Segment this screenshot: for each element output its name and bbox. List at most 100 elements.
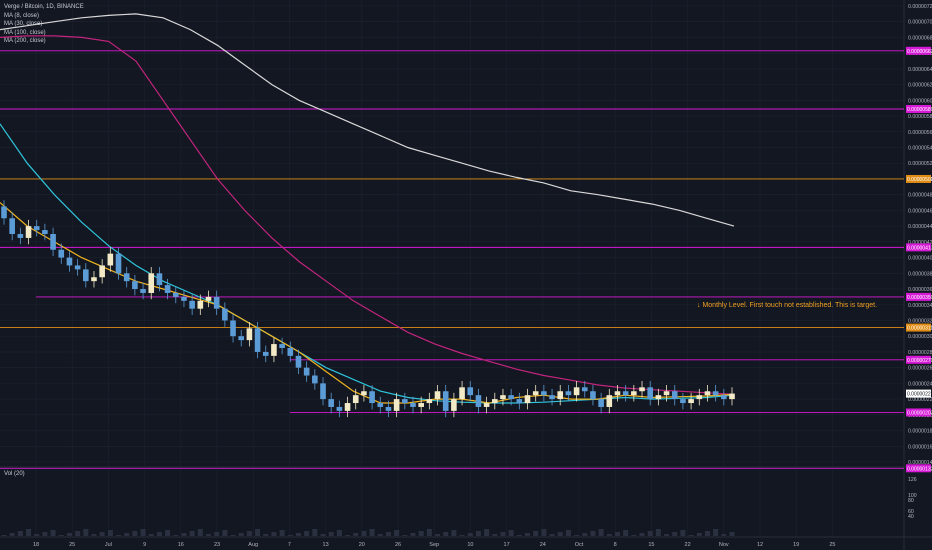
volume-bar bbox=[246, 531, 252, 536]
legend-ma8: MA (8, close) bbox=[4, 12, 40, 19]
volume-bar bbox=[557, 532, 563, 536]
volume-bar bbox=[721, 534, 727, 536]
volume-bar bbox=[598, 529, 604, 536]
volume-bar bbox=[614, 532, 620, 536]
candle bbox=[434, 391, 441, 400]
volume-bar bbox=[230, 535, 236, 536]
volume-bar bbox=[443, 532, 449, 536]
candle bbox=[99, 265, 105, 278]
candle bbox=[516, 399, 523, 404]
x-tick-label: 20 bbox=[359, 542, 365, 548]
annotation-note: ↓ Monthly Level. First touch not establi… bbox=[697, 302, 878, 309]
candle bbox=[148, 273, 155, 293]
candle bbox=[573, 387, 580, 396]
volume-bar bbox=[410, 533, 416, 536]
candle bbox=[312, 375, 318, 384]
x-tick-label: Nov bbox=[719, 542, 729, 548]
x-tick-label: 25 bbox=[69, 542, 75, 548]
level-price-tag bbox=[906, 408, 931, 417]
x-tick-label: Oct bbox=[575, 542, 584, 548]
volume-bar bbox=[66, 533, 72, 536]
volume-bar bbox=[418, 531, 424, 536]
candle bbox=[647, 387, 654, 400]
candle bbox=[9, 218, 15, 234]
volume-bar bbox=[508, 530, 514, 536]
level-price-tag bbox=[906, 243, 931, 252]
candle bbox=[361, 391, 367, 396]
volume-bar bbox=[124, 533, 130, 536]
volume-axis-label: 80 bbox=[908, 498, 914, 504]
volume-bar bbox=[565, 530, 571, 536]
level-price-label: 0.00000589 bbox=[907, 107, 932, 113]
candle bbox=[426, 399, 433, 404]
volume-bar bbox=[189, 531, 195, 536]
volume-bar bbox=[295, 533, 301, 536]
candle bbox=[246, 328, 253, 341]
volume-axis-label: 100 bbox=[908, 493, 917, 499]
level-price-tag bbox=[906, 292, 931, 301]
volume-bar bbox=[353, 533, 359, 536]
x-tick-label: 22 bbox=[685, 542, 691, 548]
volume-bar bbox=[287, 535, 293, 536]
volume-bar bbox=[205, 534, 211, 536]
candle bbox=[254, 328, 261, 352]
volume-bar bbox=[492, 534, 498, 536]
volume-bar bbox=[475, 531, 481, 536]
candle bbox=[303, 367, 310, 376]
annotation-text: Monthly Level. First touch not establish… bbox=[702, 302, 878, 309]
level-price-label: 0.00000500 bbox=[907, 177, 932, 183]
candle bbox=[271, 344, 277, 356]
volume-bar bbox=[320, 534, 326, 536]
candle bbox=[557, 391, 564, 400]
candle bbox=[66, 257, 73, 266]
volume-bar bbox=[132, 531, 138, 536]
candle bbox=[140, 289, 146, 293]
candle bbox=[483, 403, 490, 407]
candle bbox=[369, 391, 375, 404]
volume-bar bbox=[525, 533, 531, 536]
candle bbox=[42, 230, 48, 234]
candle bbox=[238, 336, 245, 341]
candle bbox=[164, 285, 171, 293]
volume-bar bbox=[140, 529, 146, 536]
candle bbox=[377, 403, 384, 407]
candle bbox=[1, 206, 7, 219]
candle bbox=[197, 300, 204, 309]
legend-ma30: MA (30, close) bbox=[4, 21, 43, 27]
volume-bar bbox=[148, 534, 154, 536]
volume-bar bbox=[181, 533, 187, 536]
volume-bar bbox=[541, 529, 547, 536]
candle bbox=[451, 399, 457, 411]
candle bbox=[614, 391, 621, 396]
x-tick-label: Sep bbox=[429, 542, 439, 548]
candle bbox=[123, 273, 130, 282]
volume-bar bbox=[394, 530, 400, 536]
candle bbox=[172, 292, 179, 297]
x-tick-label: 25 bbox=[829, 542, 835, 548]
volume-bar bbox=[165, 530, 171, 536]
volume-bar bbox=[83, 529, 89, 536]
candle bbox=[74, 265, 81, 270]
candle bbox=[590, 391, 596, 400]
volume-bar bbox=[222, 530, 228, 536]
candle bbox=[262, 351, 269, 356]
y-tick-label: 0.00000140 bbox=[908, 460, 932, 466]
chart-legend: Verge / Bitcoin, 1D, BINANCE MA (8, clos… bbox=[4, 3, 84, 46]
volume-bar bbox=[385, 532, 391, 536]
candle bbox=[295, 355, 302, 368]
level-price-label: 0.00000203 bbox=[907, 410, 932, 416]
volume-bar bbox=[328, 532, 334, 536]
volume-bar bbox=[26, 529, 32, 536]
volume-bar bbox=[238, 533, 244, 536]
